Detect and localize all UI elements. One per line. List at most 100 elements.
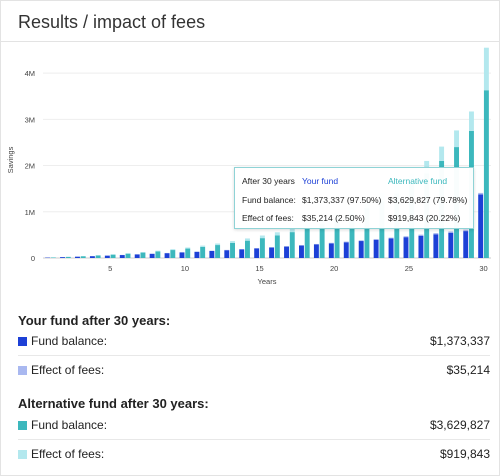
alt-balance-value: $3,629,827 xyxy=(429,418,490,432)
bar-your-balance xyxy=(75,256,80,258)
bar-your-balance xyxy=(239,249,245,258)
bar-your-fees xyxy=(313,243,319,245)
your-fees-label: Effect of fees: xyxy=(31,363,105,377)
y-tick-label: 3M xyxy=(25,115,35,124)
title-divider xyxy=(1,41,499,42)
bar-your-balance xyxy=(224,250,230,258)
bar-your-balance xyxy=(373,239,379,258)
tooltip-row-balance-your: $1,373,337 (97.50%) xyxy=(302,195,382,205)
bar-alt-balance xyxy=(65,256,71,258)
bar-your-balance xyxy=(313,244,319,258)
bar-your-balance xyxy=(388,238,394,258)
bar-alt-balance xyxy=(274,235,280,258)
bar-your-fees xyxy=(328,242,334,244)
alt-fund-balance-row: Fund balance: $3,629,827 xyxy=(18,418,490,434)
bar-alt-balance xyxy=(185,248,191,258)
bar-alt-fees xyxy=(259,235,265,239)
bar-your-balance xyxy=(448,232,454,258)
alt-fund-summary-title: Alternative fund after 30 years: xyxy=(18,396,209,411)
alt-balance-label: Fund balance: xyxy=(31,418,108,432)
bar-alt-balance xyxy=(140,252,146,258)
your-balance-label: Fund balance: xyxy=(31,334,108,348)
bar-alt-balance xyxy=(170,250,176,258)
bar-alt-fees xyxy=(140,252,146,253)
x-tick-label: 5 xyxy=(108,264,112,273)
bar-your-fees xyxy=(448,231,454,233)
bar-alt-balance xyxy=(259,238,265,258)
bar-your-balance xyxy=(433,234,439,258)
tooltip-header: After 30 years xyxy=(242,176,295,186)
bar-your-fees xyxy=(463,229,469,232)
bar-your-balance xyxy=(328,243,334,258)
bar-alt-balance xyxy=(304,228,310,258)
bar-alt-fees xyxy=(289,228,295,233)
alt-fund-fees-row: Effect of fees: $919,843 xyxy=(18,447,490,463)
bar-your-fees xyxy=(433,233,439,235)
your-fund-summary-title: Your fund after 30 years: xyxy=(18,313,171,328)
bar-alt-balance xyxy=(215,245,221,258)
bar-alt-balance xyxy=(80,256,86,258)
bar-alt-balance xyxy=(349,214,355,258)
y-tick-label: 2M xyxy=(25,162,35,171)
bar-alt-balance xyxy=(483,90,489,258)
bar-your-balance xyxy=(149,253,155,258)
bar-alt-balance xyxy=(230,242,235,258)
bar-alt-balance xyxy=(334,219,340,258)
bar-alt-fees xyxy=(155,250,161,252)
bar-alt-balance xyxy=(379,201,385,258)
bar-alt-balance xyxy=(110,254,116,258)
your-fees-swatch xyxy=(18,366,27,375)
bar-your-balance xyxy=(194,251,200,258)
x-tick-label: 15 xyxy=(255,264,263,273)
bar-your-fees xyxy=(403,236,409,238)
tooltip-row-fees-alt: $919,843 (20.22%) xyxy=(388,213,461,223)
alt-balance-swatch xyxy=(18,421,27,430)
bar-alt-fees xyxy=(454,130,459,148)
bar-your-fees xyxy=(478,192,484,195)
x-axis-label: Years xyxy=(258,277,277,286)
bar-alt-balance xyxy=(245,240,250,258)
bar-alt-fees xyxy=(200,245,206,247)
bar-alt-balance xyxy=(364,208,370,258)
y-tick-label: 4M xyxy=(25,69,35,78)
bar-your-balance xyxy=(209,250,215,258)
bar-your-balance xyxy=(478,194,484,258)
bar-your-balance xyxy=(403,237,409,258)
bar-alt-balance xyxy=(125,253,131,258)
bar-alt-balance xyxy=(200,246,206,258)
your-fees-value: $35,214 xyxy=(446,363,490,377)
alt-fees-swatch xyxy=(18,450,27,459)
savings-chart[interactable]: 0 1M 2M 3M 4M Savings 5 10 15 20 25 30 Years xyxy=(1,42,499,287)
bar-alt-fees xyxy=(170,249,176,251)
bar-your-balance xyxy=(343,242,349,258)
bar-your-fees xyxy=(299,245,304,246)
alt-fees-label: Effect of fees: xyxy=(31,447,105,461)
bar-alt-fees xyxy=(215,243,221,246)
bar-your-balance xyxy=(299,245,304,258)
tooltip-row-fees-your: $35,214 (2.50%) xyxy=(302,213,365,223)
row-divider xyxy=(18,355,490,356)
tooltip-row-balance-label: Fund balance: xyxy=(242,195,296,205)
bar-your-balance xyxy=(358,241,364,258)
chart-grid xyxy=(43,72,491,259)
page-title: Results / impact of fees xyxy=(18,12,206,32)
bar-your-fees xyxy=(373,238,379,240)
bar-alt-fees xyxy=(230,241,235,243)
bar-alt-fees xyxy=(245,238,250,241)
bar-your-balance xyxy=(179,252,185,258)
bar-your-fees xyxy=(418,234,424,236)
x-tick-label: 10 xyxy=(181,264,189,273)
bar-your-balance xyxy=(418,235,424,258)
bar-alt-balance xyxy=(155,251,161,258)
bar-your-balance xyxy=(254,248,260,258)
bar-your-balance xyxy=(463,231,469,258)
alt-fees-value: $919,843 xyxy=(439,447,490,461)
x-tick-label: 25 xyxy=(405,264,413,273)
y-tick-label: 0 xyxy=(31,254,35,263)
tooltip-col-your: Your fund xyxy=(302,176,339,186)
bar-your-balance xyxy=(104,255,110,258)
bar-alt-fees xyxy=(483,47,489,91)
bar-your-balance xyxy=(119,255,125,258)
x-tick-label: 20 xyxy=(330,264,338,273)
